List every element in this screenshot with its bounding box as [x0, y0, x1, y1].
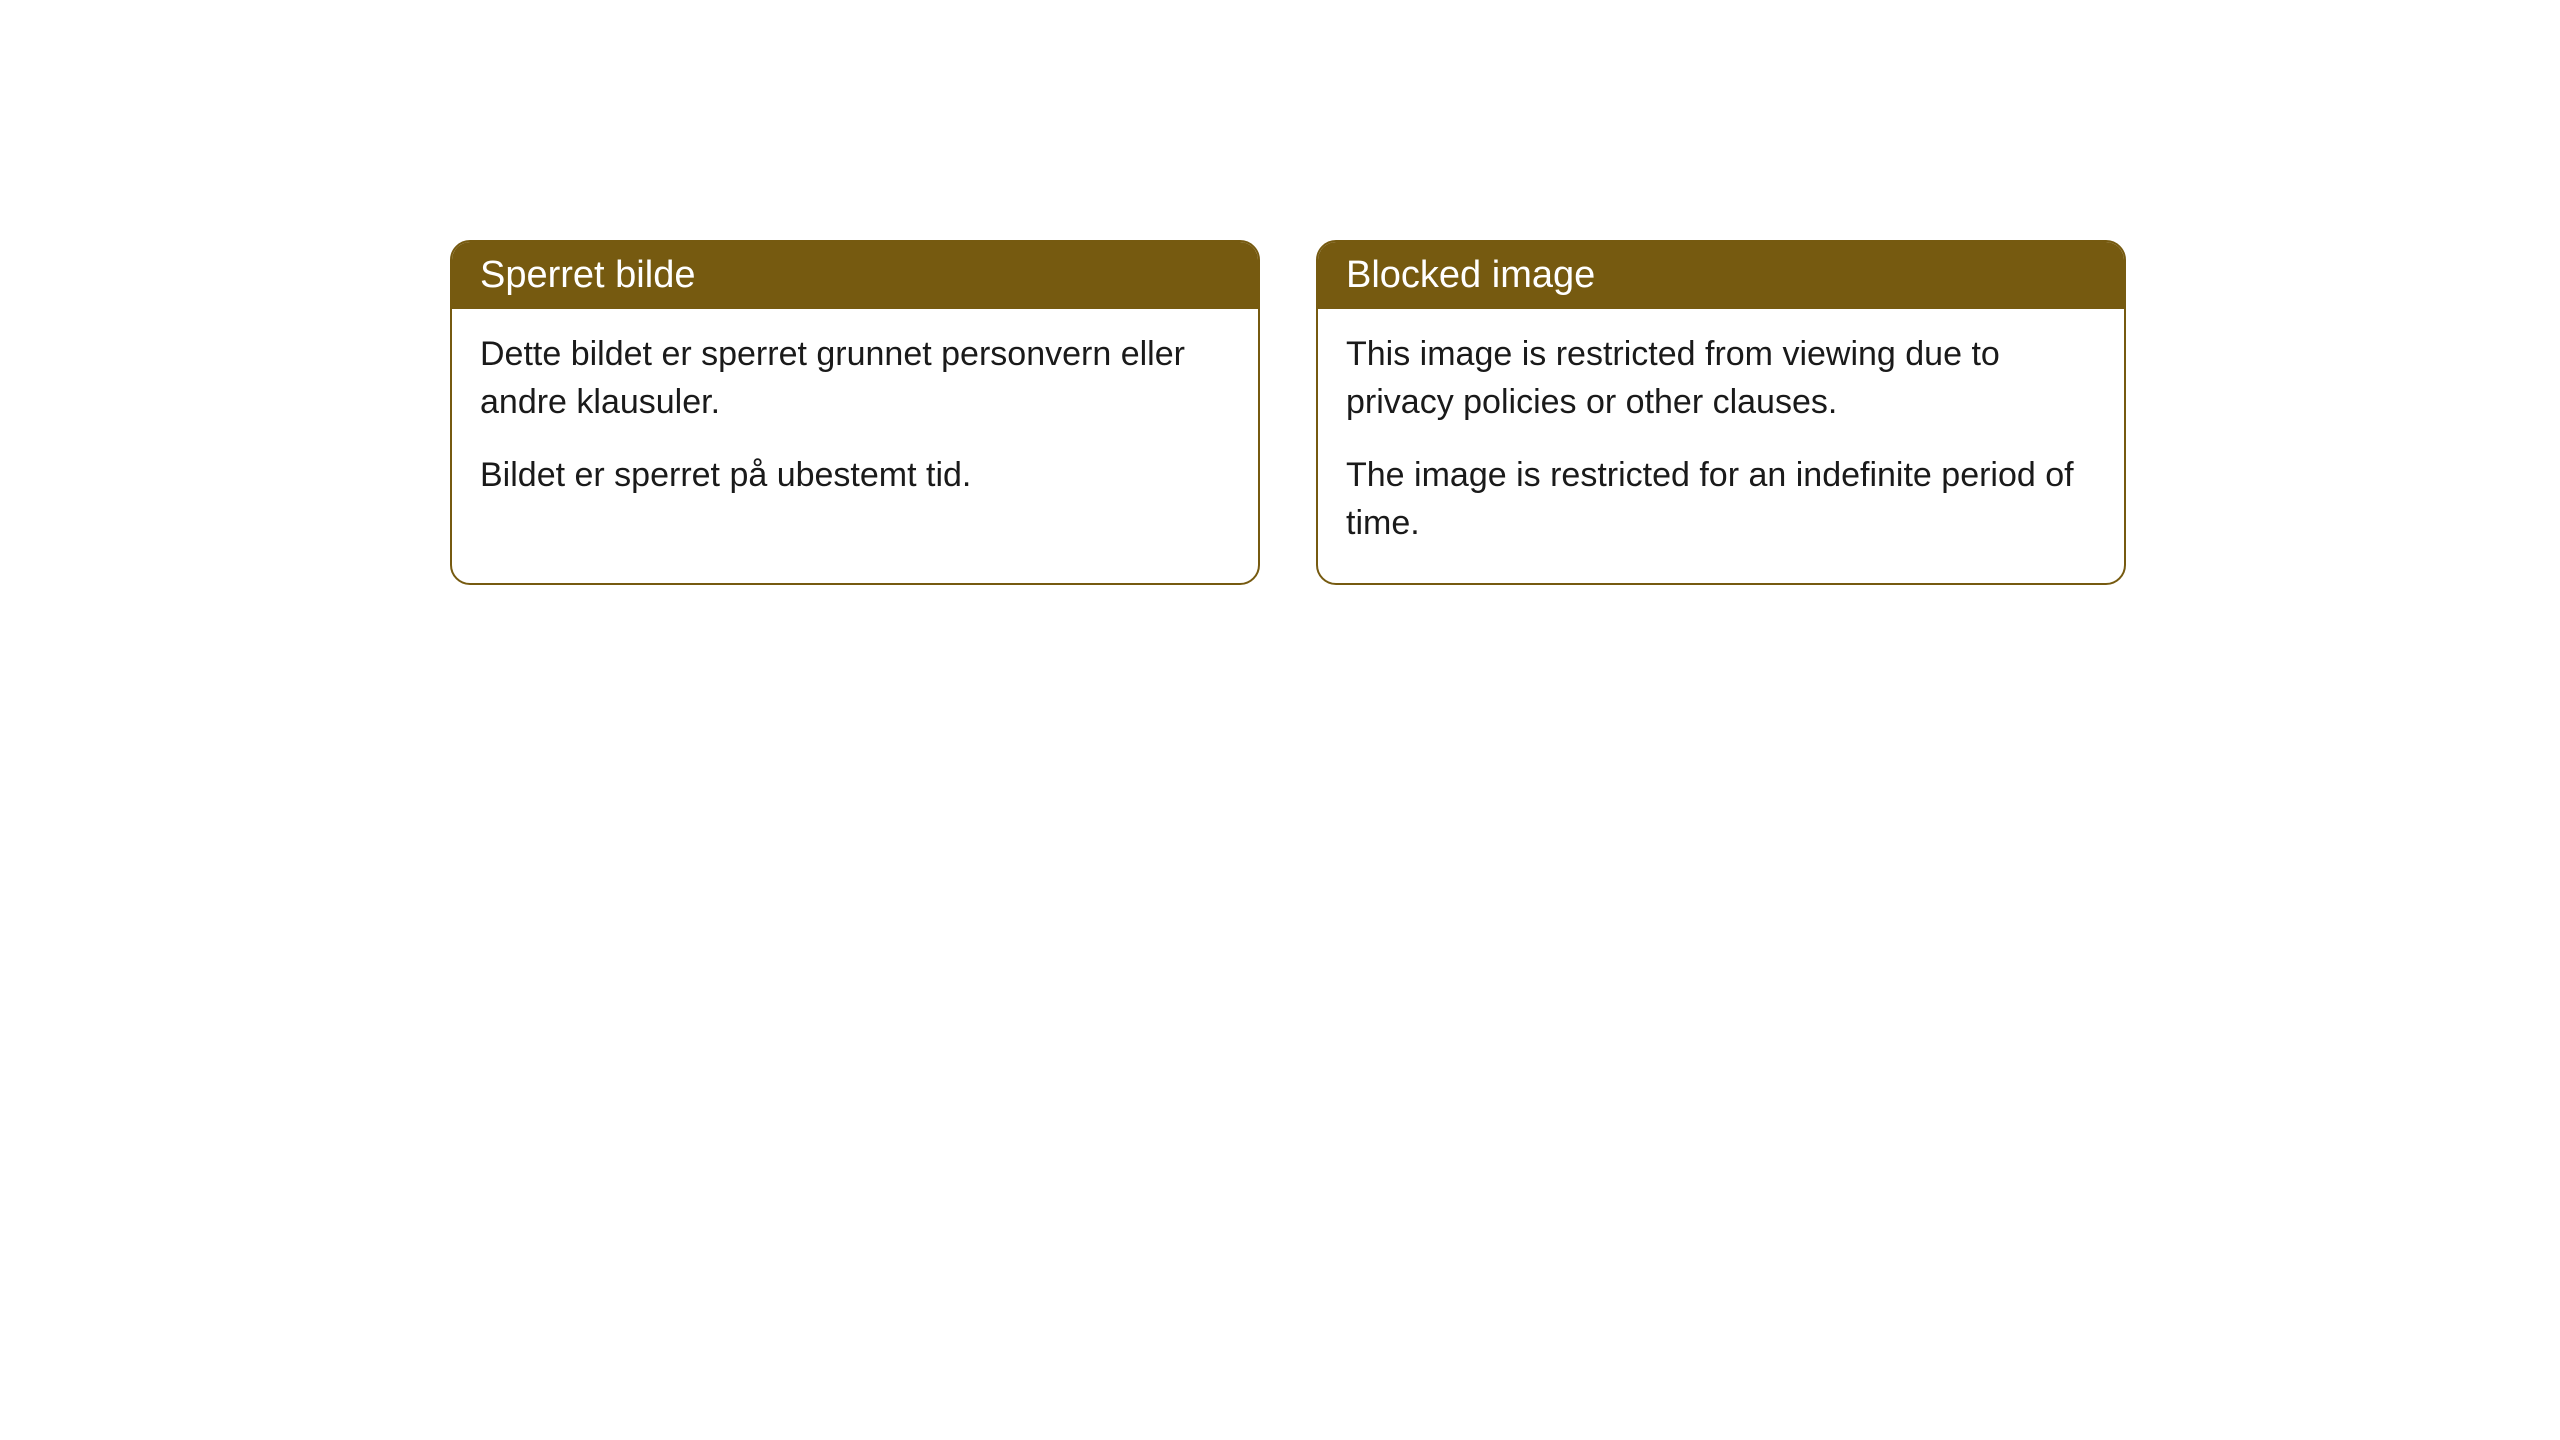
card-text-en-1: This image is restricted from viewing du…: [1346, 331, 2096, 426]
notice-cards-container: Sperret bilde Dette bildet er sperret gr…: [450, 240, 2126, 585]
card-text-no-2: Bildet er sperret på ubestemt tid.: [480, 452, 1230, 500]
card-text-no-1: Dette bildet er sperret grunnet personve…: [480, 331, 1230, 426]
blocked-notice-card-en: Blocked image This image is restricted f…: [1316, 240, 2126, 585]
card-title-no: Sperret bilde: [480, 254, 695, 296]
card-header-no: Sperret bilde: [452, 242, 1258, 309]
card-title-en: Blocked image: [1346, 254, 1595, 296]
card-body-no: Dette bildet er sperret grunnet personve…: [452, 309, 1258, 536]
blocked-notice-card-no: Sperret bilde Dette bildet er sperret gr…: [450, 240, 1260, 585]
card-text-en-2: The image is restricted for an indefinit…: [1346, 452, 2096, 547]
card-header-en: Blocked image: [1318, 242, 2124, 309]
card-body-en: This image is restricted from viewing du…: [1318, 309, 2124, 583]
